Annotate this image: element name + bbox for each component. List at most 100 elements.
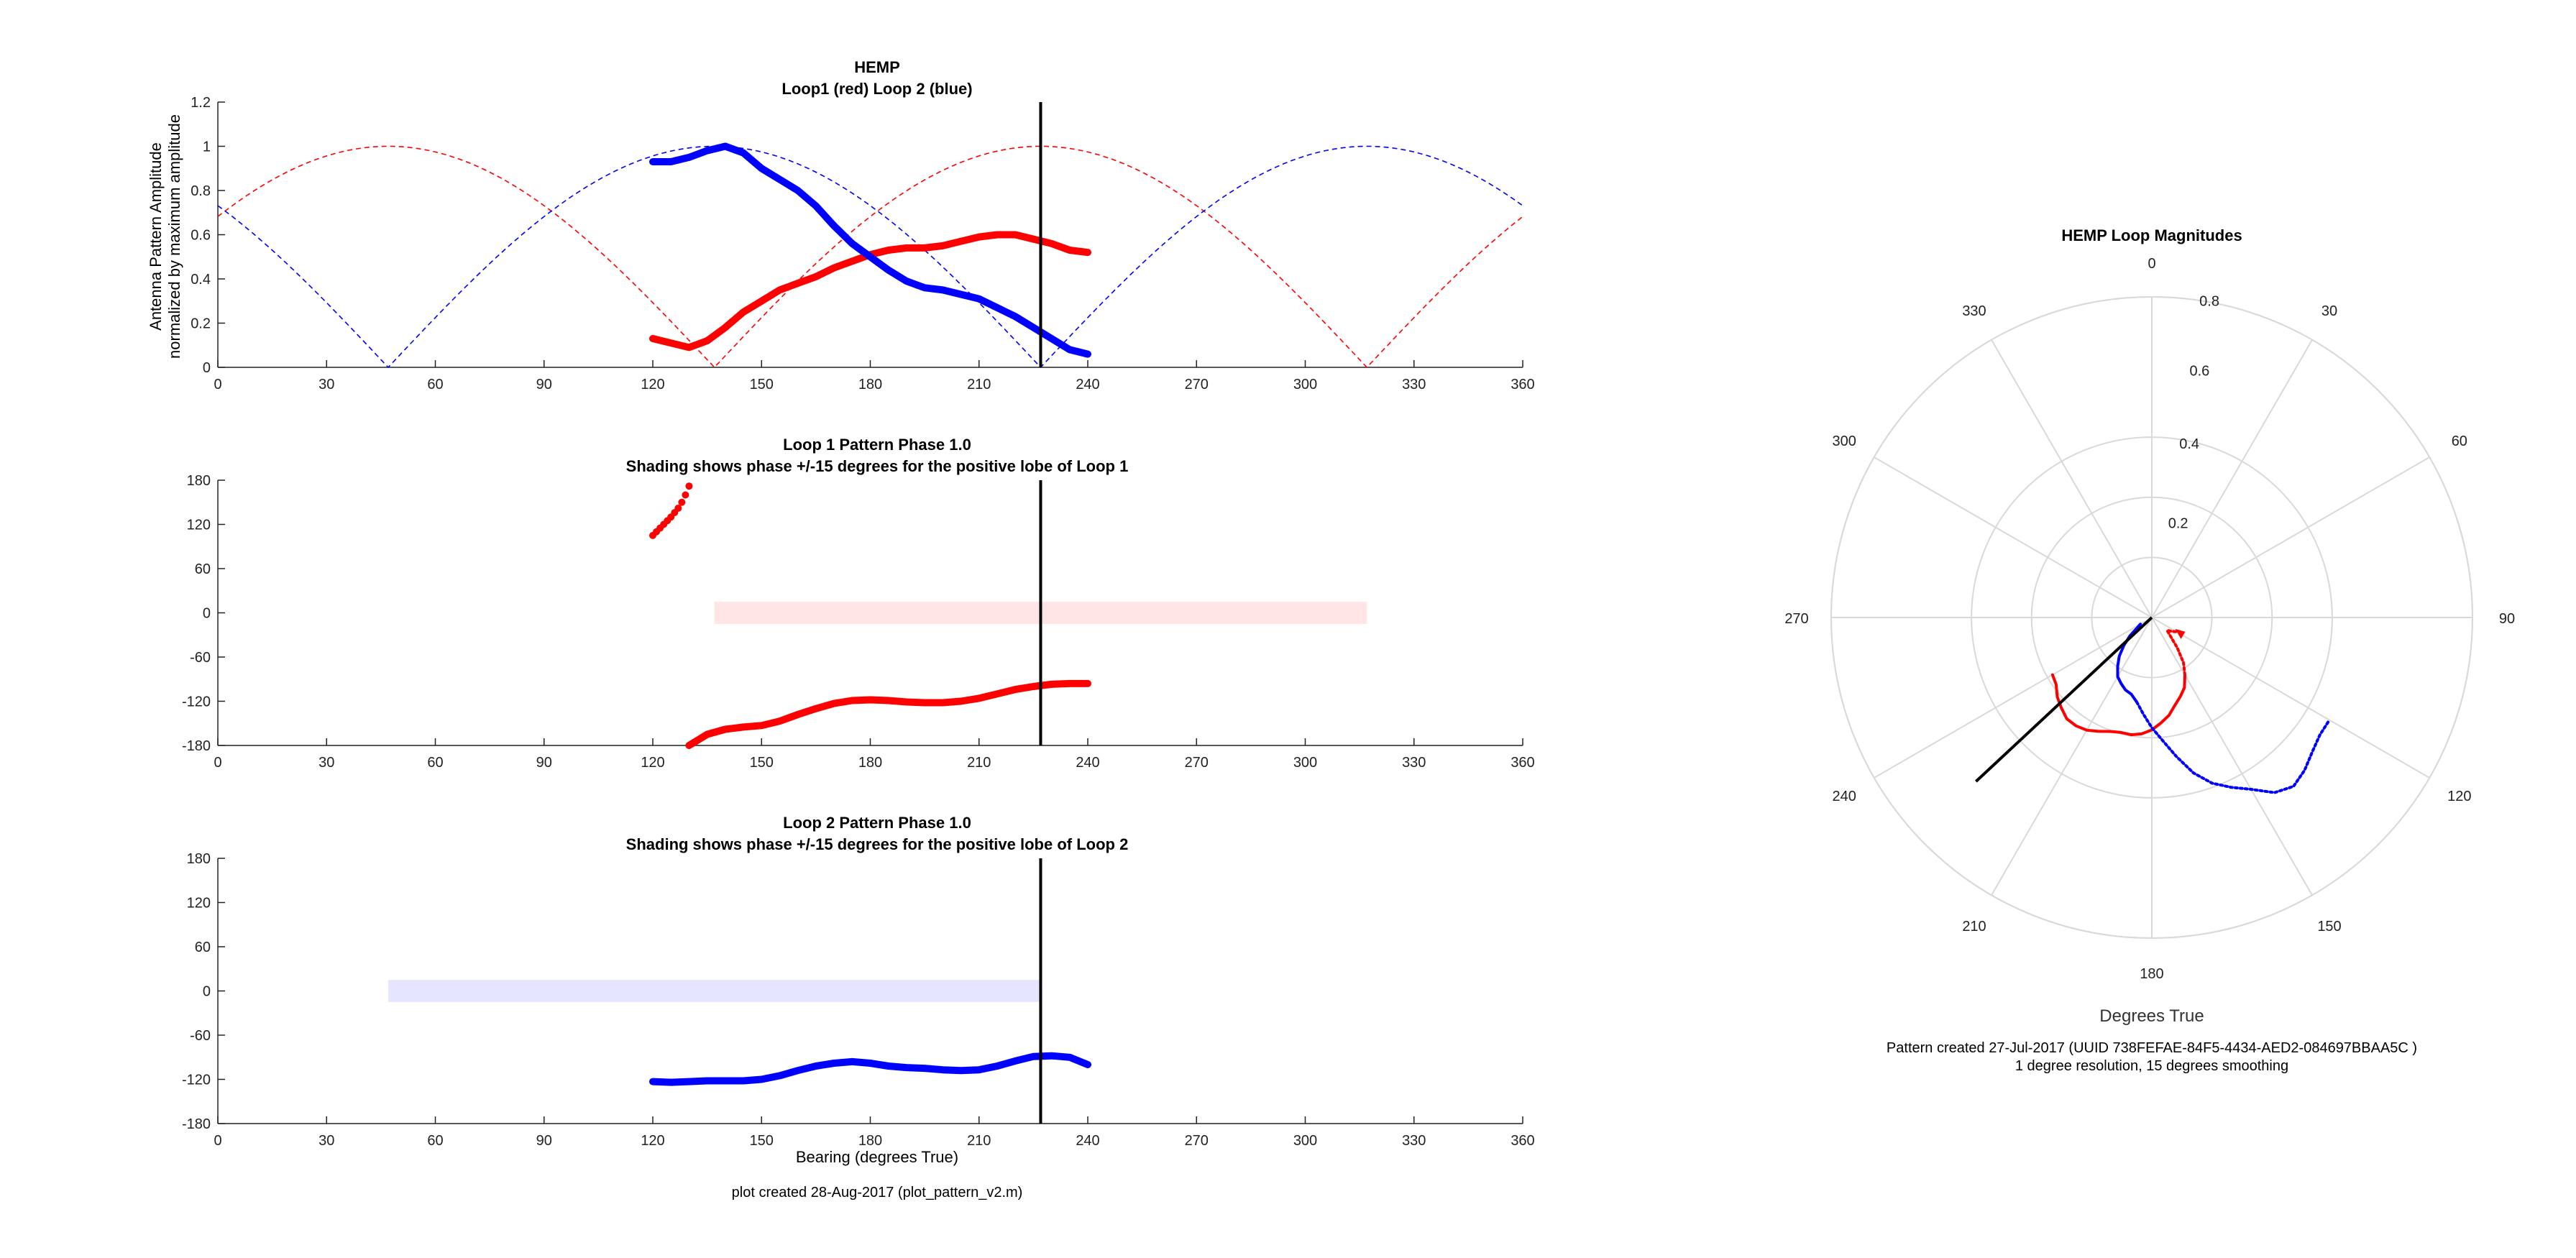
reference-curve-red [217, 145, 1523, 369]
polar-angle-label: 300 [1832, 433, 1856, 449]
phase-point-red [682, 491, 689, 499]
y-tick-label: 0.4 [191, 272, 211, 288]
x-tick-label: 180 [858, 377, 882, 392]
polar-series-blue-dotted [2135, 700, 2331, 794]
polar-angle-label: 270 [1784, 611, 1808, 627]
y-tick-label: 0 [203, 360, 211, 376]
resolution-note: 1 degree resolution, 15 degrees smoothin… [2015, 1058, 2288, 1074]
phase-line-blue [649, 1052, 1091, 1086]
y-tick-label: 60 [195, 940, 211, 955]
x-tick-label: 210 [967, 377, 991, 392]
polar-spoke [2151, 456, 2430, 618]
y-tick-label: 0 [203, 984, 211, 1000]
polar-angle-label: 210 [1962, 919, 1986, 935]
loop1-phase-title: Loop 1 Pattern Phase 1.0 [783, 436, 971, 454]
polar-spoke [1991, 339, 2153, 618]
x-tick-label: 150 [750, 1133, 774, 1149]
pattern-created-note: Pattern created 27-Jul-2017 (UUID 738FEF… [1887, 1040, 2417, 1056]
x-tick-label: 0 [214, 755, 221, 771]
polar-spoke [1874, 617, 2153, 779]
polar-angle-label: 30 [2321, 303, 2337, 319]
y-tick-label: -180 [182, 738, 211, 754]
y-tick-label: 1 [203, 139, 211, 155]
y-tick-label: -120 [182, 694, 211, 710]
phase-point-red [685, 482, 693, 490]
polar-angle-label: 120 [2447, 789, 2471, 804]
polar-angle-label: 240 [1832, 789, 1856, 804]
polar-r-label: 0.8 [2199, 293, 2219, 309]
x-tick-label: 30 [318, 377, 334, 392]
polar-angle-label: 330 [1962, 303, 1986, 319]
polar-angle-label: 180 [2140, 966, 2163, 982]
bearing-axis-label: Bearing (degrees True) [796, 1148, 958, 1166]
x-tick-label: 180 [858, 1133, 882, 1149]
x-tick-label: 210 [967, 755, 991, 771]
x-tick-label: 90 [536, 377, 552, 392]
x-tick-label: 300 [1293, 1133, 1317, 1149]
x-tick-label: 30 [318, 1133, 334, 1149]
y-tick-label: 120 [187, 896, 211, 912]
loop1-phase-panel: Loop 1 Pattern Phase 1.0 Shading shows p… [182, 436, 1535, 771]
polar-angle-label: 90 [2499, 611, 2515, 627]
y-tick-label: 120 [187, 518, 211, 533]
x-tick-label: 330 [1402, 1133, 1426, 1149]
x-tick-label: 270 [1185, 377, 1209, 392]
x-tick-label: 90 [536, 1133, 552, 1149]
amplitude-title: HEMP [854, 58, 900, 76]
loop2-phase-panel: Loop 2 Pattern Phase 1.0 Shading shows p… [182, 814, 1535, 1166]
y-tick-label: -180 [182, 1116, 211, 1132]
x-tick-label: 330 [1402, 755, 1426, 771]
polar-series-red-dotted [2165, 628, 2186, 676]
x-tick-label: 120 [641, 377, 664, 392]
polar-panel: HEMP Loop Magnitudes Degrees True 0 30 60 9… [1784, 226, 2515, 1026]
polar-r-label: 0.4 [2179, 436, 2199, 452]
x-tick-label: 360 [1511, 377, 1534, 392]
y-tick-label: 180 [187, 473, 211, 489]
x-tick-label: 150 [750, 377, 774, 392]
loop2-phase-title: Loop 2 Pattern Phase 1.0 [783, 814, 971, 832]
phase-point-red [674, 504, 682, 512]
polar-r-label: 0.6 [2190, 364, 2210, 380]
x-tick-label: 120 [641, 755, 664, 771]
polar-spoke [2151, 339, 2313, 618]
series-line-red [649, 231, 1091, 352]
x-tick-label: 270 [1185, 755, 1209, 771]
y-tick-label: 1.2 [191, 95, 211, 111]
amplitude-subtitle: Loop1 (red) Loop 2 (blue) [781, 80, 972, 98]
polar-r-label: 0.2 [2168, 516, 2188, 532]
x-tick-label: 300 [1293, 377, 1317, 392]
x-tick-label: 60 [427, 1133, 443, 1149]
y-tick-label: -60 [190, 650, 211, 666]
polar-title: HEMP Loop Magnitudes [2061, 226, 2242, 244]
y-tick-label: -60 [190, 1028, 211, 1044]
x-tick-label: 0 [214, 377, 221, 392]
polar-angle-label: 150 [2317, 919, 2341, 935]
x-tick-label: 300 [1293, 755, 1317, 771]
y-tick-label: 0.6 [191, 228, 211, 244]
x-tick-label: 150 [750, 755, 774, 771]
x-tick-label: 120 [641, 1133, 664, 1149]
x-tick-label: 210 [967, 1133, 991, 1149]
y-tick-label: 0 [203, 606, 211, 622]
loop1-phase-subtitle: Shading shows phase +/-15 degrees for th… [626, 457, 1129, 475]
amplitude-ylabel: Antenna Pattern Amplitude [147, 142, 165, 331]
y-tick-label: -120 [182, 1073, 211, 1088]
polar-spoke [1991, 617, 2153, 896]
y-tick-label: 180 [187, 851, 211, 867]
x-tick-label: 90 [536, 755, 552, 771]
x-tick-label: 330 [1402, 377, 1426, 392]
y-tick-label: 60 [195, 561, 211, 577]
polar-series-blue-solid [2116, 623, 2142, 704]
x-tick-label: 240 [1076, 377, 1099, 392]
polar-bearing-marker [1974, 616, 2153, 783]
series-line-blue [649, 142, 1091, 358]
polar-angle-label: 0 [2148, 256, 2155, 272]
phase-line-red [685, 679, 1091, 749]
phase-shading [388, 980, 1041, 1002]
x-tick-label: 240 [1076, 755, 1099, 771]
x-tick-label: 240 [1076, 1133, 1099, 1149]
x-tick-label: 60 [427, 377, 443, 392]
x-tick-label: 360 [1511, 755, 1534, 771]
x-tick-label: 270 [1185, 1133, 1209, 1149]
